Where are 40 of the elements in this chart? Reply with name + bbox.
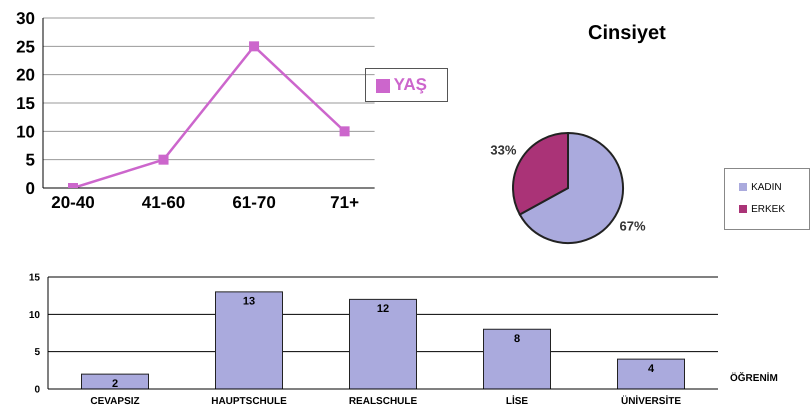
x-axis-title: ÖĞRENİM <box>730 373 778 384</box>
x-tick-label: LİSE <box>506 395 528 408</box>
bar <box>81 374 149 389</box>
x-tick-label: 20-40 <box>51 193 95 212</box>
data-label: 2 <box>112 378 118 390</box>
y-tick-label: 20 <box>16 66 35 85</box>
y-tick-label: 10 <box>16 122 35 142</box>
data-label: 13 <box>242 296 256 308</box>
y-tick-label: 15 <box>28 272 40 284</box>
chart-title: Cinsiyet <box>588 22 666 45</box>
bar <box>349 298 417 389</box>
y-tick-label: 25 <box>16 37 35 56</box>
y-tick-label: 30 <box>16 9 35 28</box>
y-tick-label: 0 <box>26 179 35 198</box>
bar <box>483 328 551 389</box>
x-tick-label: HAUPTSCHULE <box>211 396 288 408</box>
point <box>340 126 350 136</box>
data-label: 33% <box>490 142 517 158</box>
data-label: 12 <box>376 303 390 316</box>
y-tick-label: 0 <box>34 384 40 396</box>
x-tick-label: CEVAPSIZ <box>90 396 140 408</box>
y-tick-label: 15 <box>16 94 35 114</box>
legend-label: YAŞ <box>394 75 427 94</box>
legend-label: ERKEK <box>751 204 785 215</box>
data-label: 4 <box>648 362 655 375</box>
x-tick-label: ÜNİVERSİTE <box>620 395 682 408</box>
x-tick-label: 61-70 <box>232 193 276 212</box>
x-tick-label: REALSCHULE <box>348 396 418 408</box>
point <box>158 154 169 165</box>
data-label: 67% <box>620 218 646 234</box>
legend-label: KADIN <box>751 182 782 193</box>
x-tick-label: 41-60 <box>142 193 186 212</box>
data-label: 8 <box>514 333 520 346</box>
y-tick-label: 5 <box>34 347 40 358</box>
bar <box>215 291 283 389</box>
y-tick-label: 10 <box>28 310 40 321</box>
bar <box>617 358 685 389</box>
y-tick-label: 5 <box>26 150 35 170</box>
point <box>249 41 260 52</box>
x-tick-label: 71+ <box>330 193 360 212</box>
